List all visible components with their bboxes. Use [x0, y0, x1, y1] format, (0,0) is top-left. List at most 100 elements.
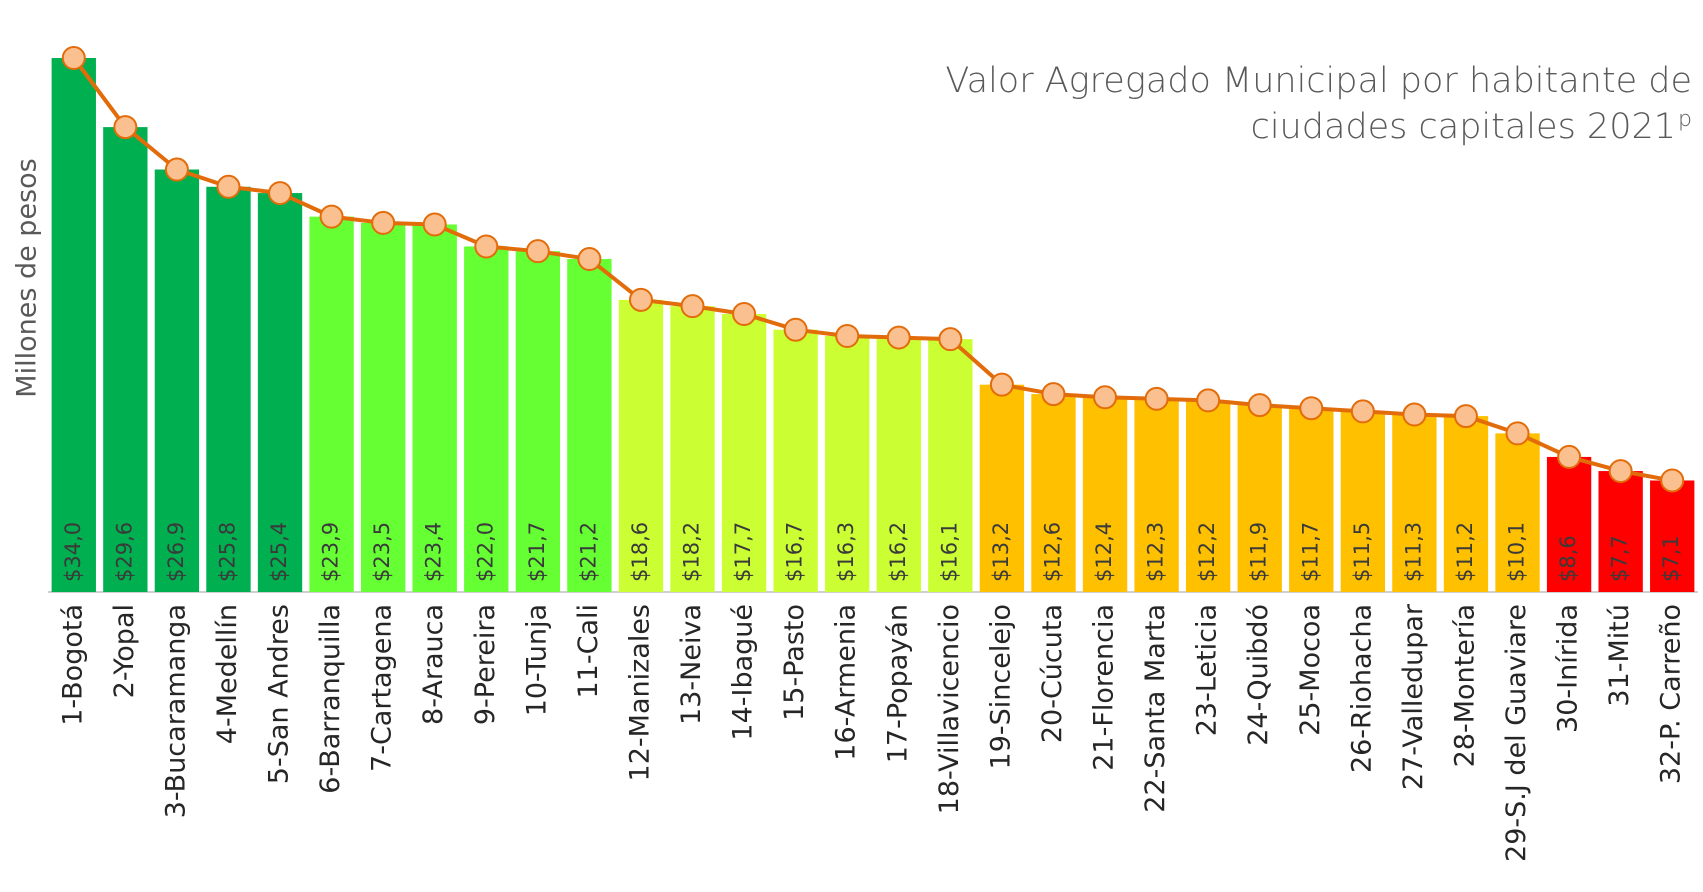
value-label: $26,9 [164, 522, 188, 582]
value-label: $7,7 [1608, 535, 1632, 582]
bar [928, 339, 973, 592]
x-tick-label: 9-Pereira [470, 604, 501, 725]
value-label: $13,2 [989, 522, 1013, 582]
x-tick-label: 19-Sincelejo [985, 604, 1016, 769]
value-label: $23,5 [370, 522, 394, 582]
value-label: $11,7 [1298, 522, 1322, 582]
value-label: $25,8 [215, 522, 239, 582]
x-tick-label: 4-Medellín [212, 604, 243, 744]
value-label: $10,1 [1505, 522, 1529, 582]
line-marker [783, 317, 808, 342]
bar [51, 58, 96, 592]
line-marker [1041, 382, 1066, 407]
value-label: $23,4 [422, 522, 446, 582]
x-tick-label: 21-Florencia [1089, 604, 1120, 771]
value-label: $25,4 [267, 522, 291, 582]
line-marker [732, 302, 757, 327]
value-label: $11,9 [1247, 522, 1271, 582]
value-label: $16,2 [886, 522, 910, 582]
value-label: $16,1 [937, 522, 961, 582]
x-tick-label: 3-Bucaramanga [160, 604, 191, 818]
line-marker [1350, 399, 1375, 424]
bar [773, 329, 818, 592]
line-marker [1608, 459, 1633, 484]
value-label: $11,2 [1453, 522, 1477, 582]
bar [154, 169, 200, 592]
line-marker [113, 115, 138, 140]
bar [360, 222, 406, 593]
chart-title: ciudades capitales 2021 [1251, 107, 1676, 147]
x-tick-label: 15-Pasto [779, 604, 810, 721]
y-axis-label: Millones de pesos [12, 158, 43, 397]
line-marker [371, 210, 396, 235]
x-tick-label: 30-Inírida [1553, 604, 1584, 733]
value-label: $11,3 [1401, 522, 1425, 582]
bar [979, 384, 1025, 592]
bar [1598, 471, 1643, 592]
bar [1340, 411, 1386, 592]
bar [412, 224, 457, 592]
x-tick-label: 20-Cúcuta [1037, 604, 1068, 743]
line-marker [1196, 388, 1221, 413]
line-marker [1247, 393, 1272, 418]
value-label: $8,6 [1556, 535, 1580, 582]
x-tick-label: 23-Leticia [1192, 604, 1223, 736]
line-marker [1299, 396, 1324, 421]
bar [1134, 398, 1179, 592]
bar [721, 314, 767, 592]
x-tick-label: 7-Cartagena [367, 604, 398, 772]
bar [1443, 416, 1489, 592]
x-tick-label: 29-S.J del Guaviare [1501, 604, 1532, 862]
x-tick-label: 25-Mocoa [1295, 604, 1326, 736]
value-label: $12,4 [1092, 522, 1116, 582]
line-marker [164, 157, 189, 182]
bar [515, 251, 561, 592]
x-tick-label: 14-Ibagué [728, 604, 759, 741]
line-marker [268, 181, 293, 206]
title-superscript: p [1678, 107, 1692, 132]
x-tick-label: 5-San Andres [264, 604, 295, 784]
line-marker [525, 239, 550, 264]
line-marker [1660, 468, 1685, 493]
x-tick-label: 32-P. Carreño [1656, 604, 1687, 784]
bar [1546, 456, 1592, 592]
line-marker [216, 174, 241, 199]
x-tick-label: 8-Arauca [418, 604, 449, 725]
bar [1082, 397, 1128, 592]
bar [309, 216, 354, 593]
line-marker [680, 294, 705, 319]
x-tick-label: 1-Bogotá [57, 604, 88, 726]
line-marker [989, 372, 1014, 397]
bar [1237, 405, 1282, 592]
x-tick-label: 6-Barranquilla [315, 604, 346, 794]
x-tick-label: 16-Armenia [831, 604, 862, 761]
line-marker [61, 46, 86, 70]
value-label: $16,3 [834, 522, 858, 582]
x-tick-label: 13-Neiva [676, 604, 707, 725]
value-label: $21,2 [576, 522, 600, 582]
bar [103, 127, 148, 592]
line-marker [319, 204, 344, 229]
line-marker [835, 323, 860, 348]
bar [206, 186, 251, 592]
x-tick-label: 2-Yopal [109, 604, 140, 698]
value-label: $18,6 [628, 522, 652, 582]
line-marker [422, 212, 447, 237]
line-marker [938, 327, 963, 352]
line-marker [886, 325, 911, 350]
x-tick-label: 24-Quibdó [1243, 604, 1274, 746]
bar [1185, 400, 1231, 592]
line-marker [1505, 421, 1530, 446]
x-tick-label: 10-Tunja [521, 604, 552, 716]
value-label: $17,7 [731, 522, 755, 582]
bar [464, 246, 509, 592]
bar [876, 337, 921, 592]
bar [1031, 394, 1076, 592]
value-label: $22,0 [473, 522, 497, 582]
bar [1495, 433, 1540, 592]
value-label: $16,7 [783, 522, 807, 582]
line-marker [1144, 386, 1169, 411]
x-tick-label: 17-Popayán [882, 604, 913, 763]
bar [567, 259, 612, 592]
